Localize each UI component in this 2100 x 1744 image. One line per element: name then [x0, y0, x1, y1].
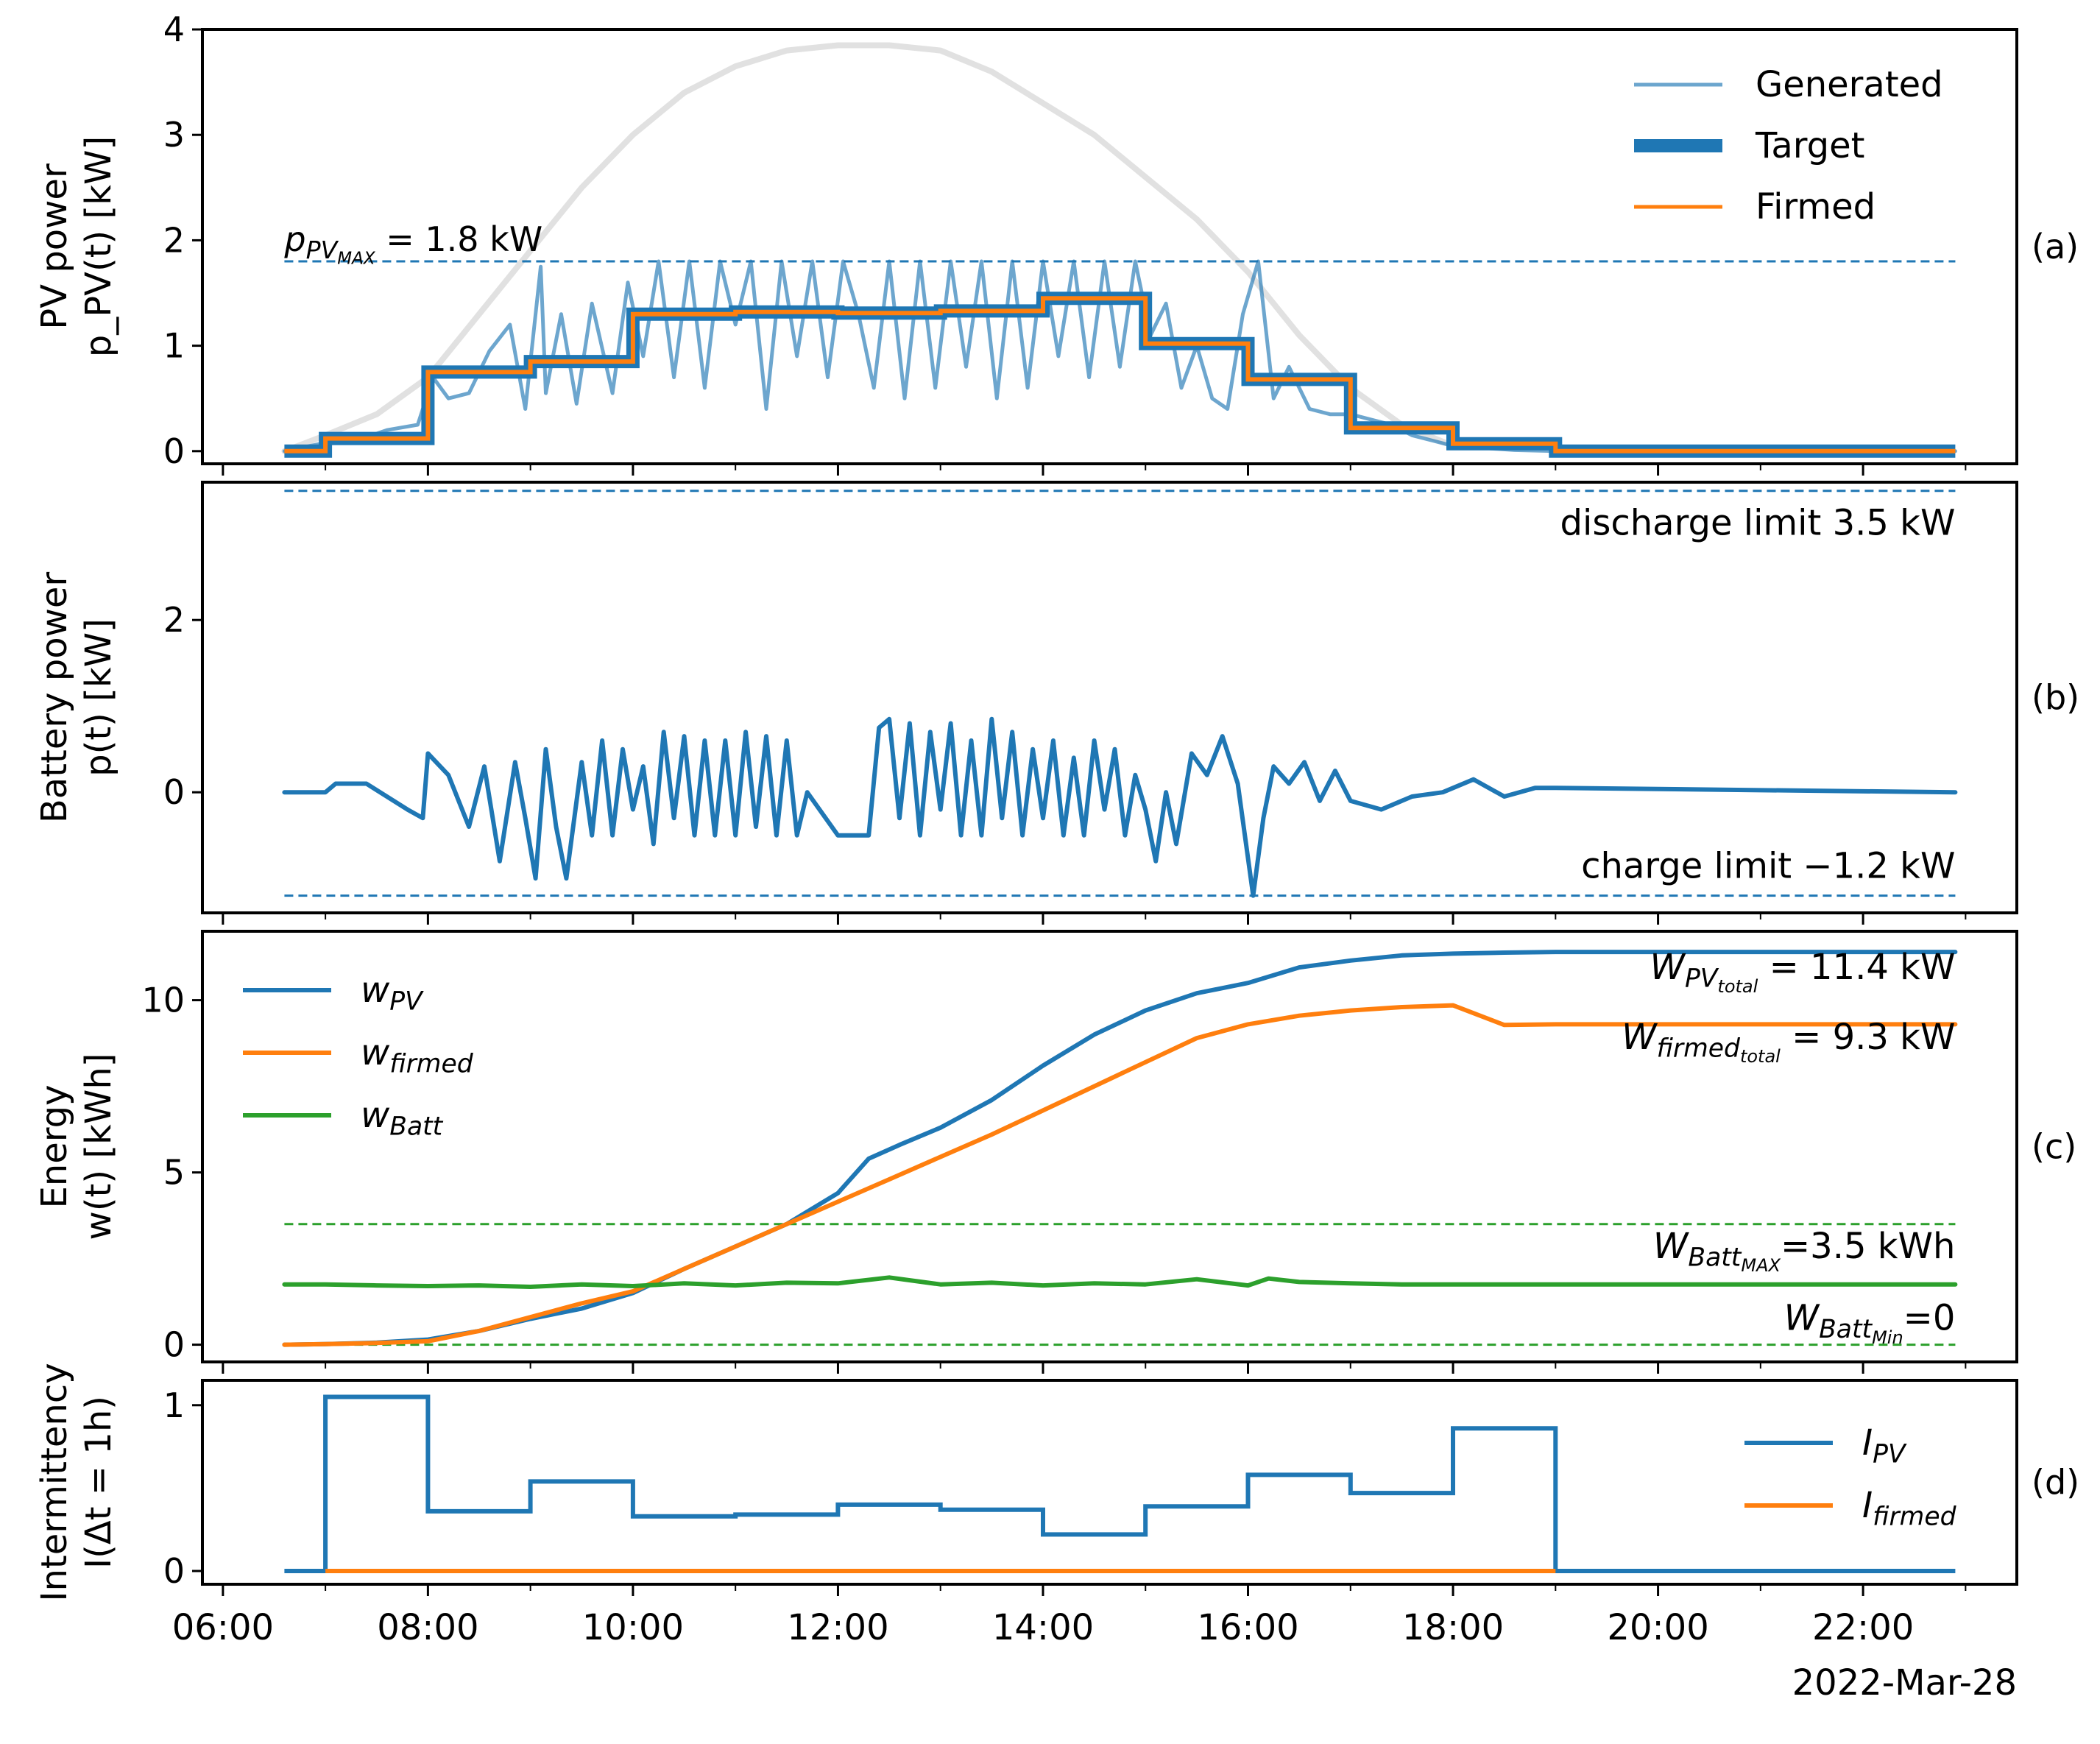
- battery-power-line: [282, 716, 1958, 898]
- y-label2-d: I(Δt = 1h): [78, 1396, 119, 1569]
- panel-label-b: (b): [2032, 678, 2079, 718]
- clear-sky-line: [281, 42, 1456, 454]
- y-tick-label-a: 2: [163, 220, 185, 260]
- legend-energy-label-1: wfirmed: [361, 1032, 474, 1079]
- y-tick-label-b: 0: [163, 772, 185, 812]
- x-tick-label: 08:00: [377, 1607, 478, 1648]
- panel-label-c: (c): [2032, 1127, 2076, 1167]
- y-label-c: Energy: [34, 1084, 75, 1208]
- panel-frame-a: [201, 28, 2018, 465]
- energy-line-w_firmed: [282, 1003, 1958, 1347]
- y-label-b: Battery power: [34, 572, 75, 824]
- panel-frame-b: [201, 481, 2018, 914]
- charge-limit-label: charge limit −1.2 kW: [1581, 846, 1955, 887]
- y-label2-c: w(t) [kWh]: [78, 1053, 119, 1240]
- y-tick-label-d: 0: [163, 1551, 185, 1591]
- pv-max-label: pPVMAX = 1.8 kW: [283, 219, 542, 268]
- panel-label-a: (a): [2032, 227, 2079, 266]
- legend-intermittency-label-1: Ifirmed: [1862, 1485, 1957, 1532]
- y-tick-label-c: 10: [141, 981, 185, 1020]
- energy-line-w_Batt: [282, 1275, 1958, 1289]
- y-tick-label-a: 1: [163, 326, 185, 366]
- x-tick-label: 06:00: [172, 1607, 274, 1648]
- panel-label-d: (d): [2032, 1463, 2079, 1503]
- legend-energy-label-2: wBatt: [361, 1095, 444, 1142]
- batt-min-label: WBattMin=0: [1784, 1298, 1956, 1348]
- batt-max-label: WBattMAX=3.5 kWh: [1653, 1226, 1956, 1276]
- y-tick-label-a: 3: [163, 115, 185, 155]
- x-tick-label: 20:00: [1607, 1607, 1708, 1648]
- y-tick-label-a: 4: [163, 10, 185, 49]
- generated-line: [282, 259, 1957, 453]
- x-tick-label: 18:00: [1402, 1607, 1504, 1648]
- firmed-total-label: Wfirmedtotal = 9.3 kW: [1622, 1017, 1955, 1067]
- y-label-a: PV power: [34, 163, 75, 330]
- x-tick-label: 22:00: [1812, 1607, 1914, 1648]
- legend-generated-label: Generated: [1756, 64, 1943, 105]
- y-tick-label-d: 1: [163, 1385, 185, 1425]
- discharge-limit-label: discharge limit 3.5 kW: [1560, 503, 1956, 544]
- legend-intermittency-label-0: IPV: [1862, 1422, 1907, 1469]
- y-tick-label-b: 2: [163, 600, 185, 640]
- y-label2-a: p_PV(t) [kW]: [78, 136, 119, 358]
- date-label: 2022-Mar-28: [1792, 1662, 2017, 1704]
- x-tick-label: 16:00: [1197, 1607, 1298, 1648]
- legend-target-label: Target: [1755, 125, 1865, 166]
- firmed-line: [284, 296, 1956, 453]
- x-tick-label: 14:00: [992, 1607, 1094, 1648]
- y-tick-label-a: 0: [163, 431, 185, 471]
- y-label2-b: p(t) [kW]: [78, 618, 119, 777]
- pv-total-label: WPVtotal = 11.4 kW: [1650, 947, 1955, 997]
- x-tick-label: 10:00: [582, 1607, 684, 1648]
- y-label-d: Intermittency: [34, 1363, 75, 1601]
- legend-energy-label-0: wPV: [361, 970, 424, 1017]
- y-tick-label-c: 0: [163, 1325, 185, 1365]
- panel-frame-c: [201, 930, 2018, 1363]
- panel-frame-d: [201, 1379, 2018, 1586]
- y-tick-label-c: 5: [163, 1153, 185, 1193]
- legend-firmed-label: Firmed: [1756, 186, 1875, 227]
- x-tick-label: 12:00: [787, 1607, 888, 1648]
- intermittency-pv-line: [284, 1394, 1956, 1573]
